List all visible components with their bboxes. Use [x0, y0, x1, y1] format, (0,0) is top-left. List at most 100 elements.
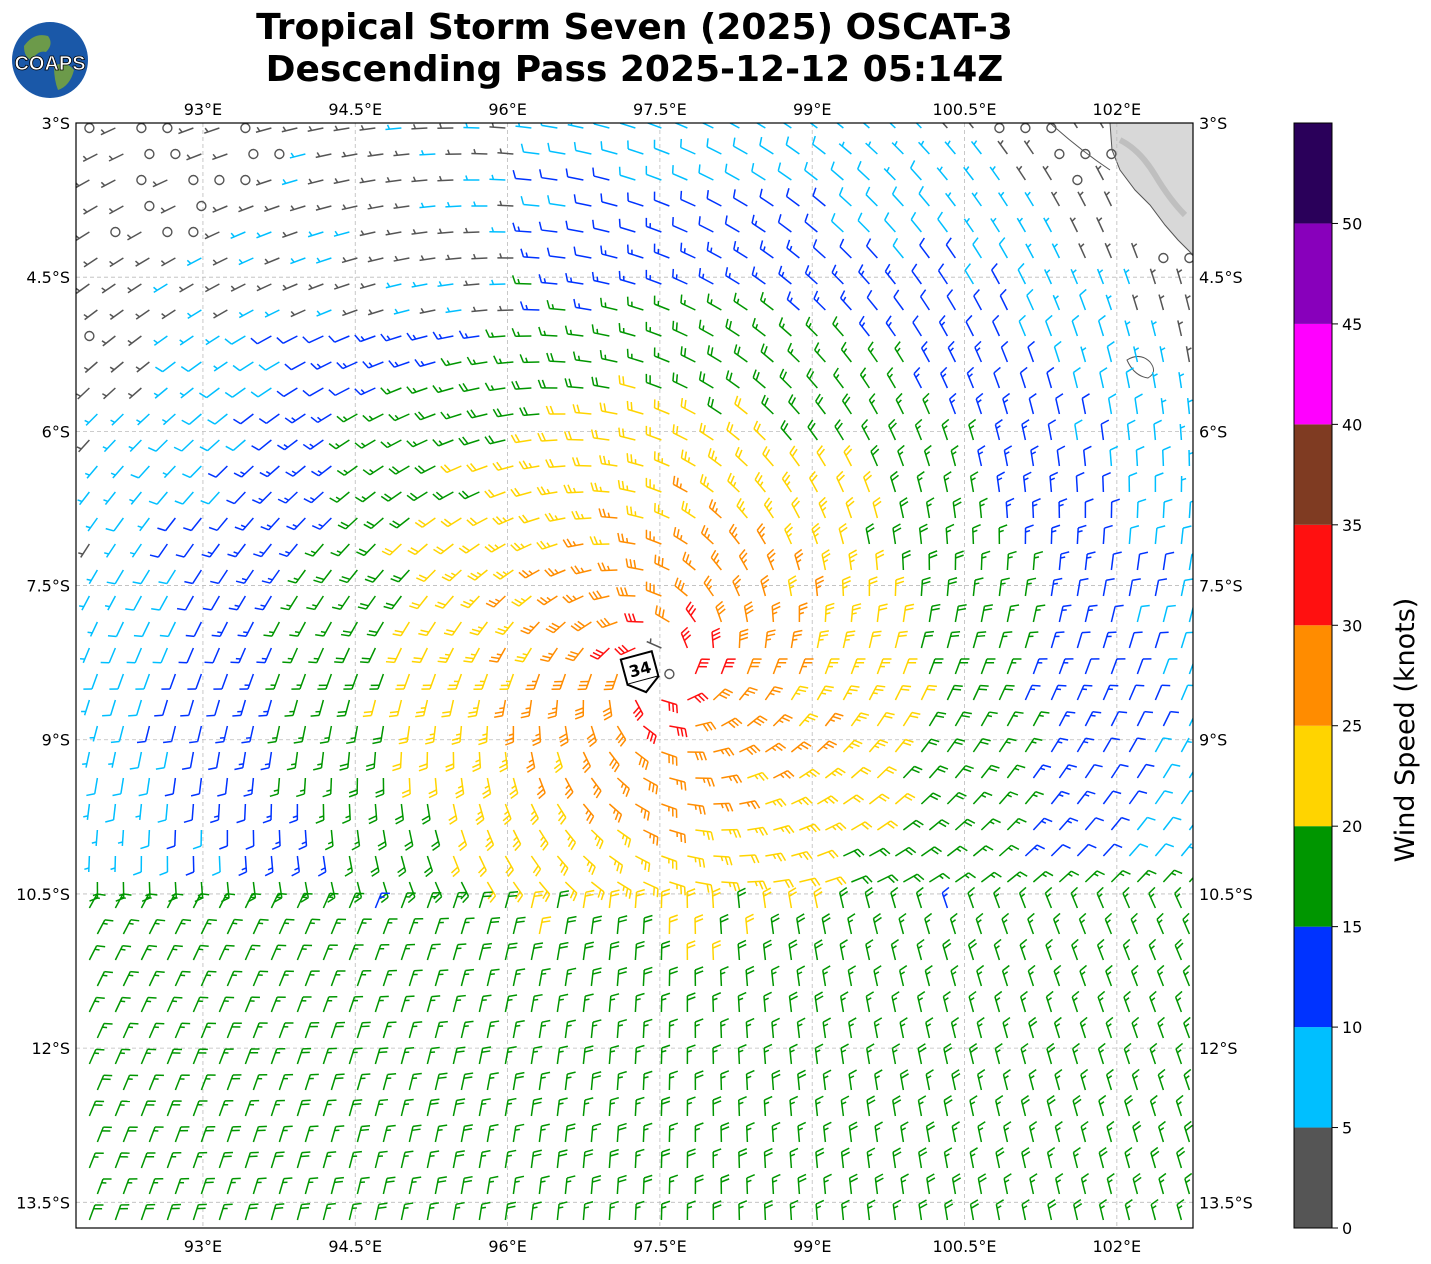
wind-barb — [489, 647, 507, 663]
wind-barb — [78, 595, 91, 611]
wind-barb — [755, 123, 766, 129]
wind-barb — [551, 673, 567, 691]
wind-barb — [244, 1203, 259, 1221]
wind-barb — [388, 699, 403, 718]
wind-barb — [411, 123, 428, 130]
wind-barb — [174, 970, 191, 987]
wind-barb — [277, 439, 298, 451]
wind-barb — [162, 465, 176, 479]
wind-barb — [252, 1074, 268, 1091]
wind-barb — [645, 581, 662, 597]
wind-barb — [608, 1200, 619, 1221]
wind-barb — [148, 918, 166, 935]
lon-tick-label-top: 99°E — [793, 100, 831, 119]
wind-barb — [732, 137, 748, 155]
wind-barb — [317, 855, 327, 877]
wind-barb — [76, 179, 90, 189]
wind-barb — [252, 970, 269, 987]
wind-barb — [414, 465, 436, 474]
colorbar-bin — [1294, 926, 1332, 1028]
wind-barb — [892, 1199, 902, 1221]
wind-barb — [946, 791, 967, 805]
wind-barb — [876, 658, 892, 675]
wind-barb — [434, 1124, 448, 1143]
wind-barb — [570, 620, 592, 632]
wind-barb — [188, 226, 199, 238]
wind-barb — [110, 855, 117, 873]
wind-barb — [251, 491, 272, 504]
wind-barb — [698, 319, 714, 337]
wind-barb — [642, 1122, 653, 1143]
wind-barb — [759, 188, 774, 207]
wind-barb — [316, 309, 332, 317]
wind-barb — [252, 1125, 267, 1143]
wind-barb — [1027, 964, 1036, 987]
wind-barb — [486, 1020, 500, 1039]
wind-barb — [785, 188, 800, 207]
wind-barb — [538, 326, 558, 337]
wind-barb — [1180, 631, 1193, 649]
wind-barb — [608, 1148, 619, 1169]
wind-barb — [653, 191, 670, 207]
wind-barb — [105, 517, 124, 532]
wind-barb — [218, 996, 235, 1013]
wind-barb — [582, 751, 592, 774]
wind-barb — [159, 855, 169, 876]
wind-barb — [140, 944, 158, 961]
wind-barb — [994, 418, 1003, 441]
wind-barb — [512, 829, 522, 852]
wind-barb — [322, 1202, 336, 1221]
wind-barb — [1071, 314, 1080, 337]
wind-barb — [706, 293, 722, 311]
wind-barb — [1002, 392, 1011, 415]
wind-barb — [789, 1199, 799, 1221]
wind-barb — [400, 1047, 415, 1065]
wind-barb — [619, 123, 636, 129]
wind-barb — [445, 254, 462, 261]
wind-barb — [106, 569, 125, 585]
lat-tick-label-right: 7.5°S — [1199, 577, 1243, 596]
wind-barb — [598, 508, 618, 519]
wind-barb — [616, 829, 632, 848]
wind-barb — [1076, 790, 1096, 805]
wind-barb — [458, 382, 480, 393]
wind-barb — [836, 470, 845, 493]
wind-barb — [135, 361, 150, 373]
wind-barb — [727, 472, 740, 493]
wind-barb — [661, 803, 678, 818]
wind-barb — [1072, 1146, 1081, 1169]
wind-barb — [920, 576, 931, 597]
wind-barb — [746, 715, 768, 727]
wind-barb — [282, 231, 298, 239]
wind-barb — [445, 149, 462, 155]
wind-barb — [166, 1048, 183, 1065]
wind-barb — [1050, 524, 1061, 545]
wind-barb — [954, 603, 967, 623]
wind-barb — [618, 323, 636, 337]
wind-barb — [546, 300, 566, 311]
wind-barb — [1000, 340, 1009, 363]
wind-barb — [916, 470, 925, 493]
wind-barb — [484, 489, 506, 499]
wind-barb — [1084, 870, 1105, 883]
wind-barb — [682, 551, 696, 571]
wind-barb — [804, 213, 818, 233]
wind-barb — [530, 890, 544, 909]
wind-barb — [238, 855, 248, 877]
wind-barb — [859, 367, 871, 389]
landmass — [1109, 123, 1193, 256]
wind-barb — [83, 309, 98, 321]
wind-barb — [122, 919, 140, 935]
wind-barb — [152, 179, 168, 188]
wind-barb — [1070, 268, 1079, 285]
wind-barb — [941, 123, 948, 129]
wind-barb — [460, 595, 480, 609]
wind-barb — [642, 914, 653, 935]
wind-barb — [1188, 661, 1193, 675]
wind-barb — [634, 940, 645, 961]
wind-barb — [946, 738, 966, 753]
wind-barb — [632, 699, 644, 722]
wind-barb — [276, 335, 298, 344]
wind-barb — [918, 185, 930, 207]
wind-barb — [680, 242, 696, 259]
